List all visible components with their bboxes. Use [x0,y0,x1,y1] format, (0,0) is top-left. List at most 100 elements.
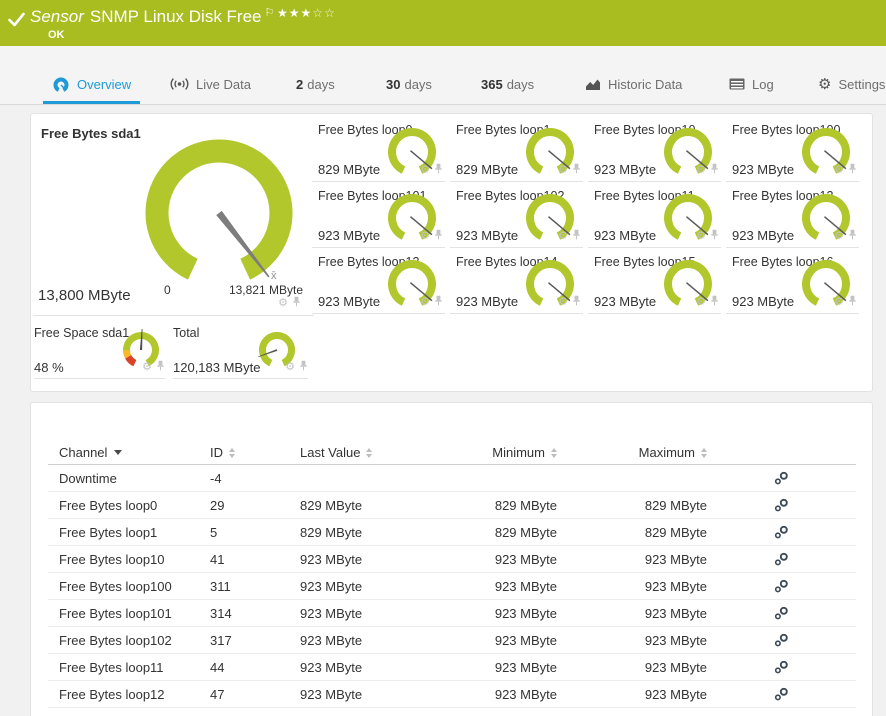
gauge-arc [157,151,281,269]
sensor-title-bar: SensorSNMP Linux Disk Free⚐ ★★★☆☆ OK [0,0,886,46]
table-row[interactable]: Downtime -4 [48,465,856,492]
channel-settings-icon[interactable] [774,500,789,515]
channel-gauge-cell[interactable]: Free Bytes loop13 923 MByte ⚙ [312,253,445,314]
gear-icon[interactable]: ⚙ [834,231,844,242]
channel-settings-icon[interactable] [774,662,789,677]
gear-icon[interactable]: ⚙ [142,362,152,373]
tab-live-data[interactable]: Live Data [170,64,251,104]
column-header-id[interactable]: ID [210,445,297,460]
gear-icon[interactable]: ⚙ [696,165,706,176]
channel-gauge-cell[interactable]: Free Bytes loop12 923 MByte ⚙ [726,187,859,248]
primary-channel-gauge-cell[interactable]: Free Bytes sda1 0 13,821 MByte x̄ 13,800… [33,120,314,316]
gear-icon[interactable]: ⚙ [285,362,295,373]
priority-stars[interactable]: ★★★☆☆ [277,6,336,20]
pin-icon[interactable] [572,161,581,179]
channel-gauge-cell[interactable]: Free Bytes loop10 923 MByte ⚙ [588,121,721,182]
gauge-average-marker: x̄ [271,270,277,282]
tab-log[interactable]: Log [729,64,774,104]
column-header-channel[interactable]: Channel [48,445,210,460]
channel-settings-icon[interactable] [774,689,789,704]
channel-gauge-cell[interactable]: Free Bytes loop100 923 MByte ⚙ [726,121,859,182]
table-row[interactable]: Free Bytes loop12 47 923 MByte 923 MByte… [48,681,856,708]
star-icon[interactable]: ★ [289,6,301,20]
pin-icon[interactable] [710,161,719,179]
column-header-last-value[interactable]: Last Value [297,445,457,460]
gear-icon[interactable]: ⚙ [420,231,430,242]
cell-id: 44 [210,660,297,675]
channel-value: 829 MByte [456,162,518,177]
cell-minimum: 923 MByte [457,579,557,594]
pin-icon[interactable] [434,293,443,311]
channel-gauge-cell[interactable]: Free Bytes loop101 923 MByte ⚙ [312,187,445,248]
gear-icon[interactable]: ⚙ [278,298,288,309]
table-row[interactable]: Free Bytes loop102 317 923 MByte 923 MBy… [48,627,856,654]
channel-gauge-cell[interactable]: Free Bytes loop16 923 MByte ⚙ [726,253,859,314]
column-header-minimum[interactable]: Minimum [457,445,557,460]
star-icon[interactable]: ★ [301,6,313,20]
channel-value: 923 MByte [732,228,794,243]
pin-icon[interactable] [572,293,581,311]
tab-overview[interactable]: Overview [52,64,131,104]
table-row[interactable]: Free Bytes loop100 311 923 MByte 923 MBy… [48,573,856,600]
gear-icon[interactable]: ⚙ [834,165,844,176]
cell-last-value: 923 MByte [297,606,457,621]
gear-icon[interactable]: ⚙ [420,297,430,308]
flag-icon[interactable]: ⚐ [265,7,275,19]
table-row[interactable]: Free Bytes loop1 5 829 MByte 829 MByte 8… [48,519,856,546]
channel-settings-icon[interactable] [774,581,789,596]
channel-value: 923 MByte [318,228,380,243]
pin-icon[interactable] [848,161,857,179]
pin-icon[interactable] [572,227,581,245]
channel-gauge-cell[interactable]: Free Bytes loop15 923 MByte ⚙ [588,253,721,314]
pin-icon[interactable] [434,161,443,179]
table-row[interactable]: Free Bytes loop11 44 923 MByte 923 MByte… [48,654,856,681]
prtg-sensor-page: SensorSNMP Linux Disk Free⚐ ★★★☆☆ OK Ove… [0,0,886,716]
gear-icon[interactable]: ⚙ [696,231,706,242]
cell-id: 29 [210,498,297,513]
channel-settings-icon[interactable] [774,608,789,623]
pin-icon[interactable] [710,293,719,311]
pin-icon[interactable] [848,227,857,245]
channel-settings-icon[interactable] [774,635,789,650]
star-icon[interactable]: ☆ [324,6,336,20]
pin-icon[interactable] [292,294,301,312]
tab-30-days[interactable]: 30days [386,64,432,104]
pin-icon[interactable] [299,358,308,376]
tab-settings[interactable]: ⚙Settings [818,64,885,104]
channel-settings-icon[interactable] [774,527,789,542]
tab-2-days[interactable]: 2days [296,64,335,104]
channel-value: 923 MByte [456,294,518,309]
channels-table-panel: Channel ID Last Value Minimum Maximum Do… [30,402,873,716]
channel-gauge-cell[interactable]: Free Bytes loop0 829 MByte ⚙ [312,121,445,182]
gear-icon[interactable]: ⚙ [558,231,568,242]
sort-icons [366,448,372,458]
channel-gauge-cell[interactable]: Free Bytes loop102 923 MByte ⚙ [450,187,583,248]
table-row[interactable]: Free Bytes loop101 314 923 MByte 923 MBy… [48,600,856,627]
pin-icon[interactable] [848,293,857,311]
tab-historic-data[interactable]: Historic Data [585,64,682,104]
channel-gauge-cell[interactable]: Free Bytes loop11 923 MByte ⚙ [588,187,721,248]
table-row[interactable]: Free Bytes loop10 41 923 MByte 923 MByte… [48,546,856,573]
free-space-percent-gauge-cell[interactable]: Free Space sda1 48 % ⚙ [34,324,165,379]
pin-icon[interactable] [434,227,443,245]
cell-channel: Free Bytes loop100 [48,579,210,594]
channel-gauge-cell[interactable]: Free Bytes loop1 829 MByte ⚙ [450,121,583,182]
pin-icon[interactable] [156,358,165,376]
channel-settings-icon[interactable] [774,554,789,569]
gear-icon[interactable]: ⚙ [558,297,568,308]
star-icon[interactable]: ★ [277,6,289,20]
channel-settings-icon[interactable] [774,473,789,488]
channel-gauge-cell[interactable]: Free Bytes loop14 923 MByte ⚙ [450,253,583,314]
gear-icon[interactable]: ⚙ [834,297,844,308]
cell-maximum: 923 MByte [557,579,707,594]
gear-icon[interactable]: ⚙ [558,165,568,176]
gear-icon[interactable]: ⚙ [420,165,430,176]
column-header-maximum[interactable]: Maximum [557,445,707,460]
gear-icon[interactable]: ⚙ [696,297,706,308]
star-icon[interactable]: ☆ [312,6,324,20]
tab-365-days[interactable]: 365days [481,64,534,104]
total-gauge-cell[interactable]: Total 120,183 MByte ⚙ [173,324,308,379]
pin-icon[interactable] [710,227,719,245]
channel-value: 923 MByte [456,228,518,243]
table-row[interactable]: Free Bytes loop0 29 829 MByte 829 MByte … [48,492,856,519]
